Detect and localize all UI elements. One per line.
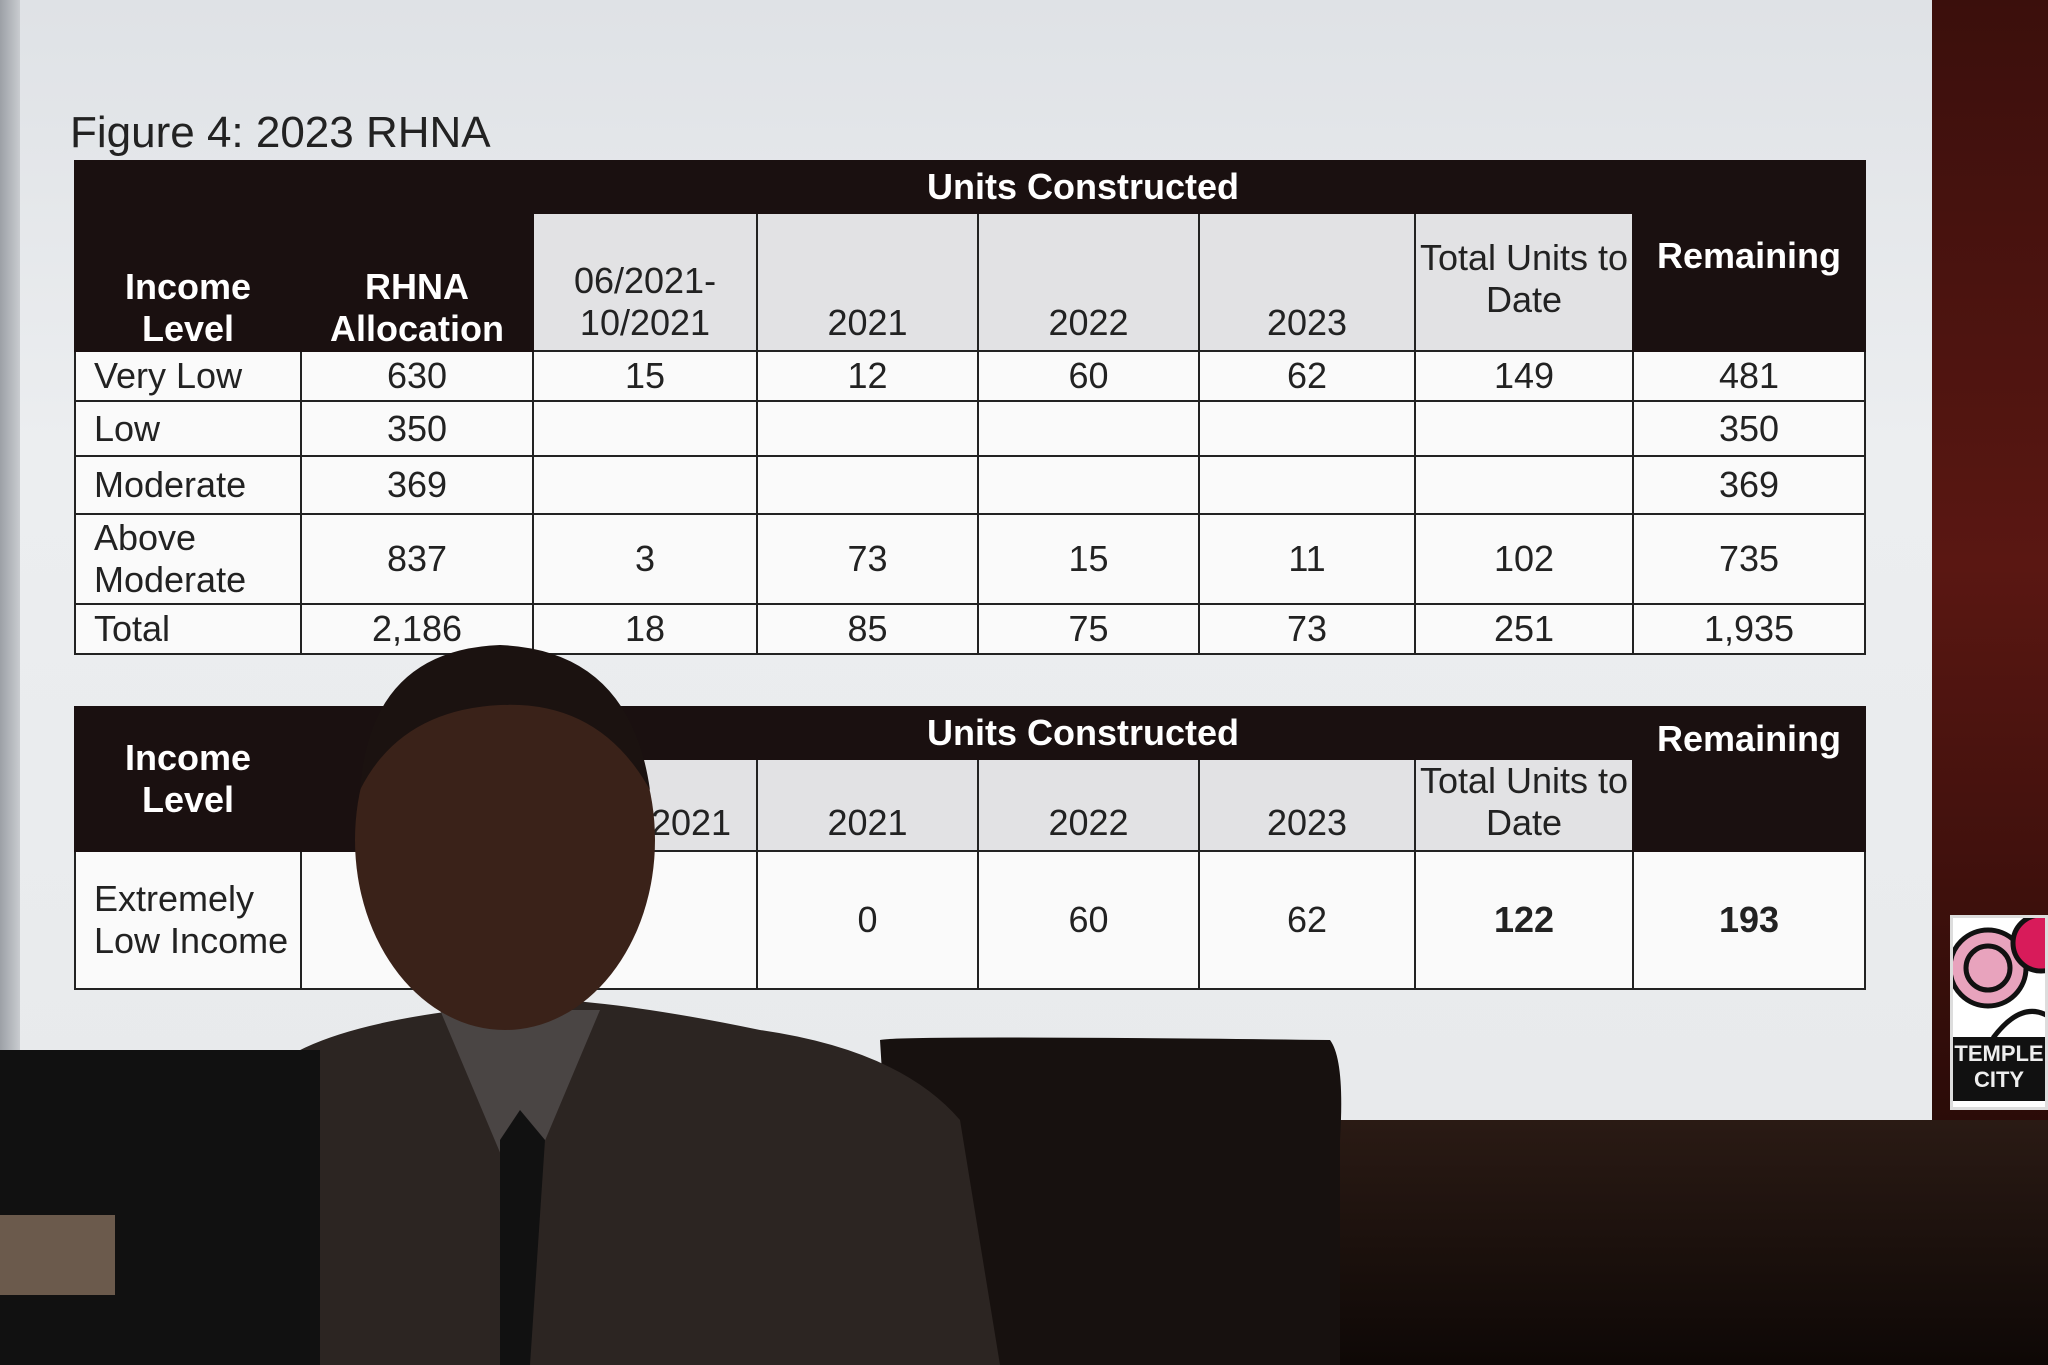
table-cell xyxy=(756,400,979,457)
header-2023: 2023 xyxy=(1198,212,1416,352)
table-row: Above Moderate 837 3 73 15 11 102 735 xyxy=(74,513,1867,605)
row-label: Moderate xyxy=(74,455,302,515)
table-cell: 369 xyxy=(1632,455,1867,515)
table-cell: 837 xyxy=(300,513,534,605)
council-member-silhouette xyxy=(0,645,1342,1365)
table-cell: 369 xyxy=(300,455,534,515)
logo-text: TEMPLE CITY xyxy=(1953,1037,2045,1101)
table-cell xyxy=(977,400,1200,457)
table-cell xyxy=(532,455,758,515)
chair xyxy=(880,1037,1342,1365)
header-rhna-allocation: RHNA Allocation xyxy=(300,160,534,352)
table-cell: 3 xyxy=(532,513,758,605)
table-cell: 251 xyxy=(1413,603,1635,655)
table-cell: 11 xyxy=(1198,513,1416,605)
table-cell: 62 xyxy=(1198,350,1416,402)
shirt xyxy=(440,1010,600,1200)
table-cell: 15 xyxy=(532,350,758,402)
rose-icon xyxy=(1953,918,2045,1040)
suit xyxy=(240,1000,1000,1365)
header-period: 06/2021-10/2021 xyxy=(532,212,758,352)
table-cell: 122 xyxy=(1413,850,1635,990)
table-cell: 0 xyxy=(756,850,979,990)
row-label: Extremely Low Income xyxy=(74,850,302,990)
table-cell: 18 xyxy=(532,603,758,655)
head xyxy=(355,650,655,1030)
table-row: Low 350 350 xyxy=(74,400,1867,457)
row-label: Total xyxy=(74,603,302,655)
header-remaining: Remaining xyxy=(1632,160,1867,352)
table-cell: 102 xyxy=(1413,513,1635,605)
table-row: Extremely Low Income 0 60 62 122 193 xyxy=(74,850,1867,990)
table-cell xyxy=(977,455,1200,515)
table-row: Total 2,186 18 85 75 73 251 1,935 xyxy=(74,603,1867,655)
table-cell: 73 xyxy=(1198,603,1416,655)
table-cell: 1,935 xyxy=(1632,603,1867,655)
monitor xyxy=(0,1050,320,1365)
table-cell: 60 xyxy=(977,850,1200,990)
header-total-units: Total Units to Date xyxy=(1413,758,1635,852)
table-cell: 2,186 xyxy=(300,603,534,655)
table-cell: 12 xyxy=(756,350,979,402)
header-units-constructed: Units Constructed xyxy=(531,160,1635,214)
table-cell xyxy=(1413,400,1635,457)
table-cell xyxy=(1198,400,1416,457)
table-cell xyxy=(1198,455,1416,515)
table-cell: 73 xyxy=(756,513,979,605)
header-2021: 2021 xyxy=(756,758,979,852)
row-label: Very Low xyxy=(74,350,302,402)
table-cell: 60 xyxy=(977,350,1200,402)
table-cell: 630 xyxy=(300,350,534,402)
table-cell xyxy=(1413,455,1635,515)
table-cell: 85 xyxy=(756,603,979,655)
table-cell: 15 xyxy=(977,513,1200,605)
header-2022: 2022 xyxy=(977,212,1200,352)
nameplate xyxy=(0,1215,115,1295)
table-cell: 735 xyxy=(1632,513,1867,605)
table-cell: 75 xyxy=(977,603,1200,655)
table-cell: 62 xyxy=(1198,850,1416,990)
header-2021: 2021 xyxy=(756,212,979,352)
table-row: Moderate 369 369 xyxy=(74,455,1867,515)
row-label: Above Moderate xyxy=(74,513,302,605)
header-income-level: Income Level xyxy=(74,160,302,352)
table-row: Very Low 630 15 12 60 62 149 481 xyxy=(74,350,1867,402)
header-remaining: Remaining xyxy=(1632,706,1867,852)
row-label: Low xyxy=(74,400,302,457)
table-cell: 193 xyxy=(1632,850,1867,990)
header-units-constructed: Units Constructed xyxy=(531,706,1635,760)
rhna-table: Income Level RHNA Allocation Units Const… xyxy=(74,160,1867,655)
temple-city-logo: TEMPLE CITY xyxy=(1950,915,2048,1110)
table-cell xyxy=(532,400,758,457)
table-cell xyxy=(756,455,979,515)
tie xyxy=(500,1110,545,1365)
table-cell: 149 xyxy=(1413,350,1635,402)
table-cell: 481 xyxy=(1632,350,1867,402)
table-cell: 350 xyxy=(1632,400,1867,457)
hair xyxy=(360,645,650,790)
screen-edge xyxy=(0,0,20,1060)
figure-title: Figure 4: 2023 RHNA xyxy=(70,108,491,157)
header-2023: 2023 xyxy=(1198,758,1416,852)
header-total-units: Total Units to Date xyxy=(1413,212,1635,352)
table-cell: 350 xyxy=(300,400,534,457)
header-income-level: Income Level xyxy=(74,706,302,852)
header-2022: 2022 xyxy=(977,758,1200,852)
